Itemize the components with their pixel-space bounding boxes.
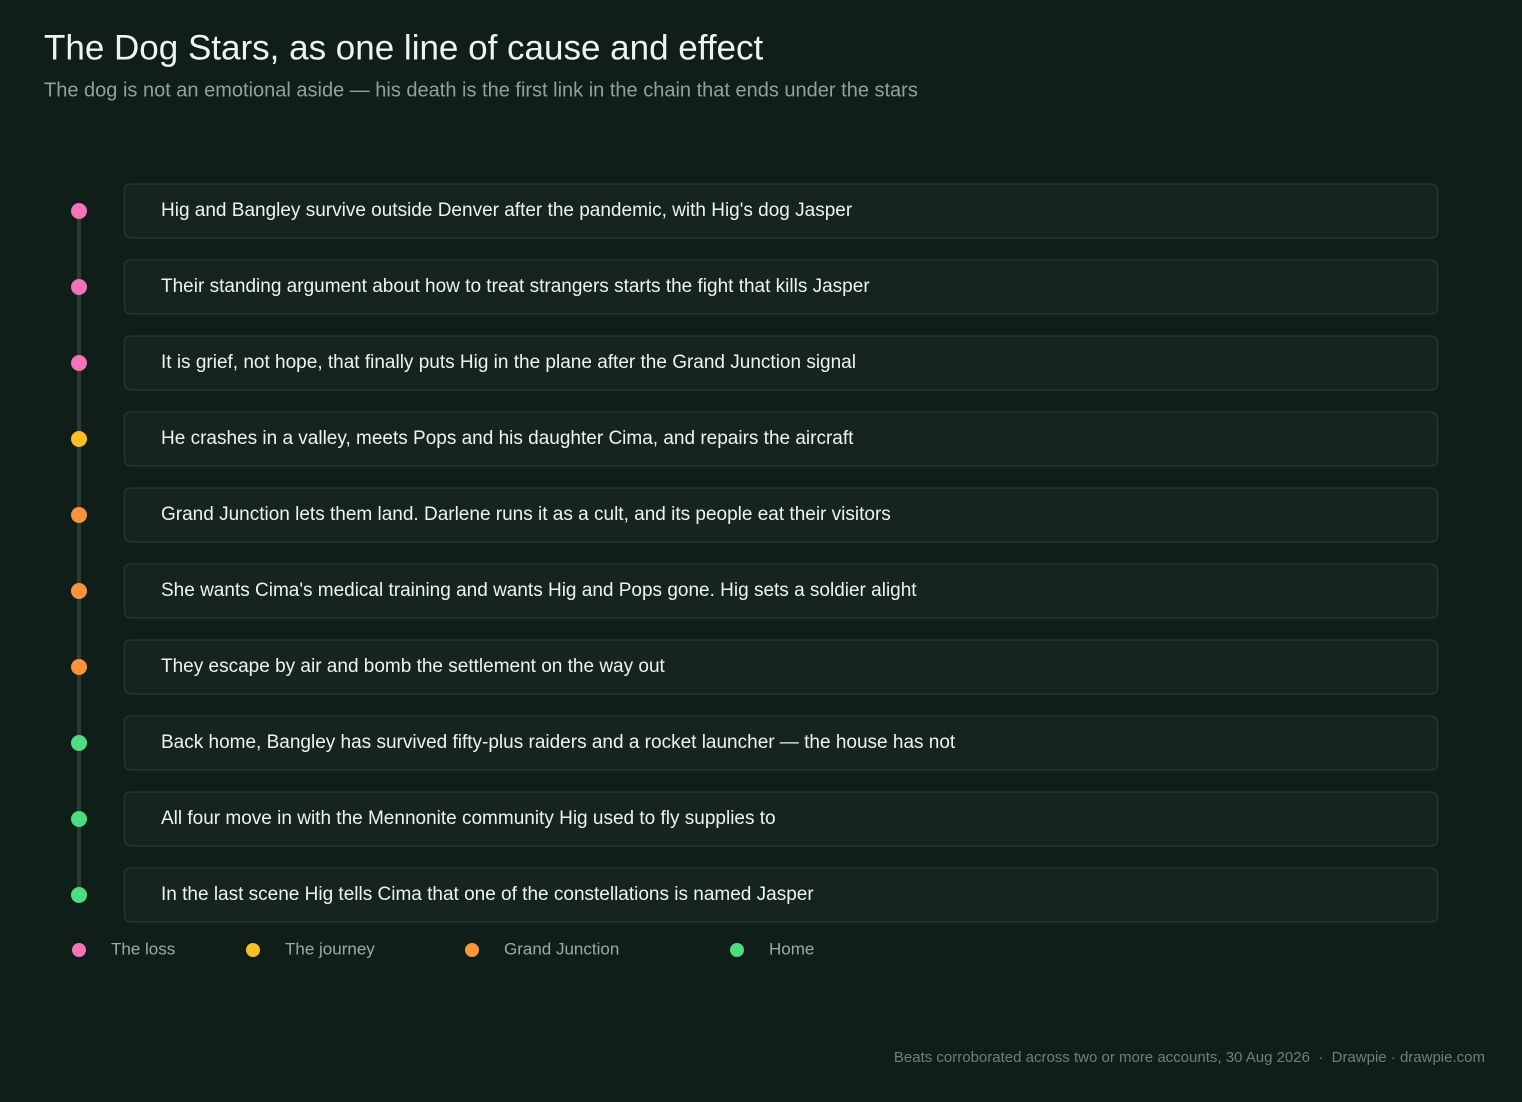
- legend-dot: [465, 943, 479, 957]
- step-dot: [71, 431, 87, 447]
- step-dot: [71, 203, 87, 219]
- step-card: [123, 791, 1439, 847]
- legend-label: Grand Junction: [504, 939, 619, 958]
- legend-label: The journey: [285, 939, 375, 958]
- step-dot: [71, 355, 87, 371]
- title: The Dog Stars, as one line of cause and …: [44, 28, 764, 67]
- step-text: It is grief, not hope, that finally puts…: [161, 352, 856, 373]
- step-card: [123, 487, 1439, 543]
- step-card: [123, 183, 1439, 239]
- step-text: Their standing argument about how to tre…: [161, 276, 870, 297]
- step-dot: [71, 887, 87, 903]
- step-text: She wants Cima's medical training and wa…: [161, 580, 917, 601]
- step-card: [123, 715, 1439, 771]
- step-text: In the last scene Hig tells Cima that on…: [161, 884, 814, 905]
- step-text: All four move in with the Mennonite comm…: [161, 808, 776, 829]
- step-text: Grand Junction lets them land. Darlene r…: [161, 504, 891, 525]
- step-card: [123, 335, 1439, 391]
- step-text: They escape by air and bomb the settleme…: [161, 656, 666, 677]
- step-dot: [71, 735, 87, 751]
- step-card: [123, 867, 1439, 923]
- step-dot: [71, 279, 87, 295]
- step-dot: [71, 659, 87, 675]
- subtitle: The dog is not an emotional aside — his …: [44, 79, 918, 101]
- step-card: [123, 563, 1439, 619]
- step-card: [123, 411, 1439, 467]
- step-dot: [71, 507, 87, 523]
- step-card: [123, 259, 1439, 315]
- legend-dot: [72, 943, 86, 957]
- step-dot: [71, 583, 87, 599]
- legend-dot: [246, 943, 260, 957]
- step-text: He crashes in a valley, meets Pops and h…: [161, 428, 854, 449]
- legend-label: Home: [769, 939, 814, 958]
- step-card: [123, 639, 1439, 695]
- step-text: Hig and Bangley survive outside Denver a…: [161, 200, 853, 221]
- step-text: Back home, Bangley has survived fifty-pl…: [161, 732, 956, 753]
- legend-dot: [730, 943, 744, 957]
- step-dot: [71, 811, 87, 827]
- legend-label: The loss: [111, 939, 175, 958]
- footer: Beats corroborated across two or more ac…: [894, 1049, 1485, 1066]
